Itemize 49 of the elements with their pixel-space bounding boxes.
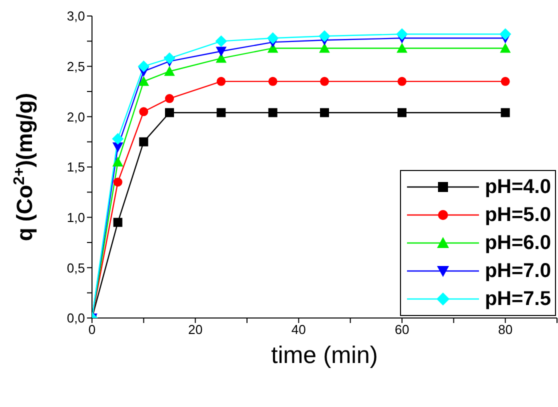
point <box>268 108 278 118</box>
point <box>139 107 148 116</box>
legend-label: pH=7.5 <box>484 288 551 310</box>
point <box>113 178 122 187</box>
point <box>216 76 226 86</box>
point <box>215 35 228 48</box>
point <box>320 76 329 86</box>
point <box>396 28 408 40</box>
point <box>112 132 124 145</box>
x-tick-label: 60 <box>394 322 410 338</box>
point <box>268 76 278 86</box>
point <box>216 108 226 118</box>
point <box>396 42 408 53</box>
y-tick-label: 0,0 <box>66 310 85 326</box>
point <box>266 32 279 44</box>
point <box>320 108 329 118</box>
point <box>500 108 510 118</box>
y-tick-label: 2,5 <box>66 58 85 74</box>
x-tick-label: 40 <box>291 322 306 338</box>
point <box>500 42 511 53</box>
legend-label: pH=4.0 <box>484 176 551 198</box>
x-tick-label: 80 <box>498 322 513 338</box>
point <box>499 28 512 40</box>
point <box>164 52 176 64</box>
x-axis-title: time (min) <box>271 342 378 370</box>
point <box>165 94 174 104</box>
point <box>398 76 406 86</box>
y-tick-label: 1,0 <box>66 210 85 225</box>
y-tick-label: 1,5 <box>66 160 85 175</box>
point <box>164 66 175 76</box>
point <box>216 46 227 57</box>
x-tick-label: 20 <box>188 322 203 338</box>
point <box>138 60 150 72</box>
y-tick-label: 0,5 <box>66 260 85 276</box>
point <box>319 42 330 53</box>
point <box>500 76 510 86</box>
y-tick-label: 2,0 <box>66 109 85 124</box>
y-tick-label: 3,0 <box>66 8 85 24</box>
legend-label: pH=5.0 <box>484 204 551 226</box>
point <box>165 108 174 118</box>
x-tick-label: 0 <box>88 322 96 338</box>
point <box>138 76 150 86</box>
point <box>113 218 122 227</box>
legend-label: pH=6.0 <box>484 232 551 254</box>
legend-label: pH=7.0 <box>484 260 551 282</box>
point <box>318 30 330 42</box>
point <box>112 156 124 166</box>
point <box>398 108 406 118</box>
point <box>139 137 148 146</box>
